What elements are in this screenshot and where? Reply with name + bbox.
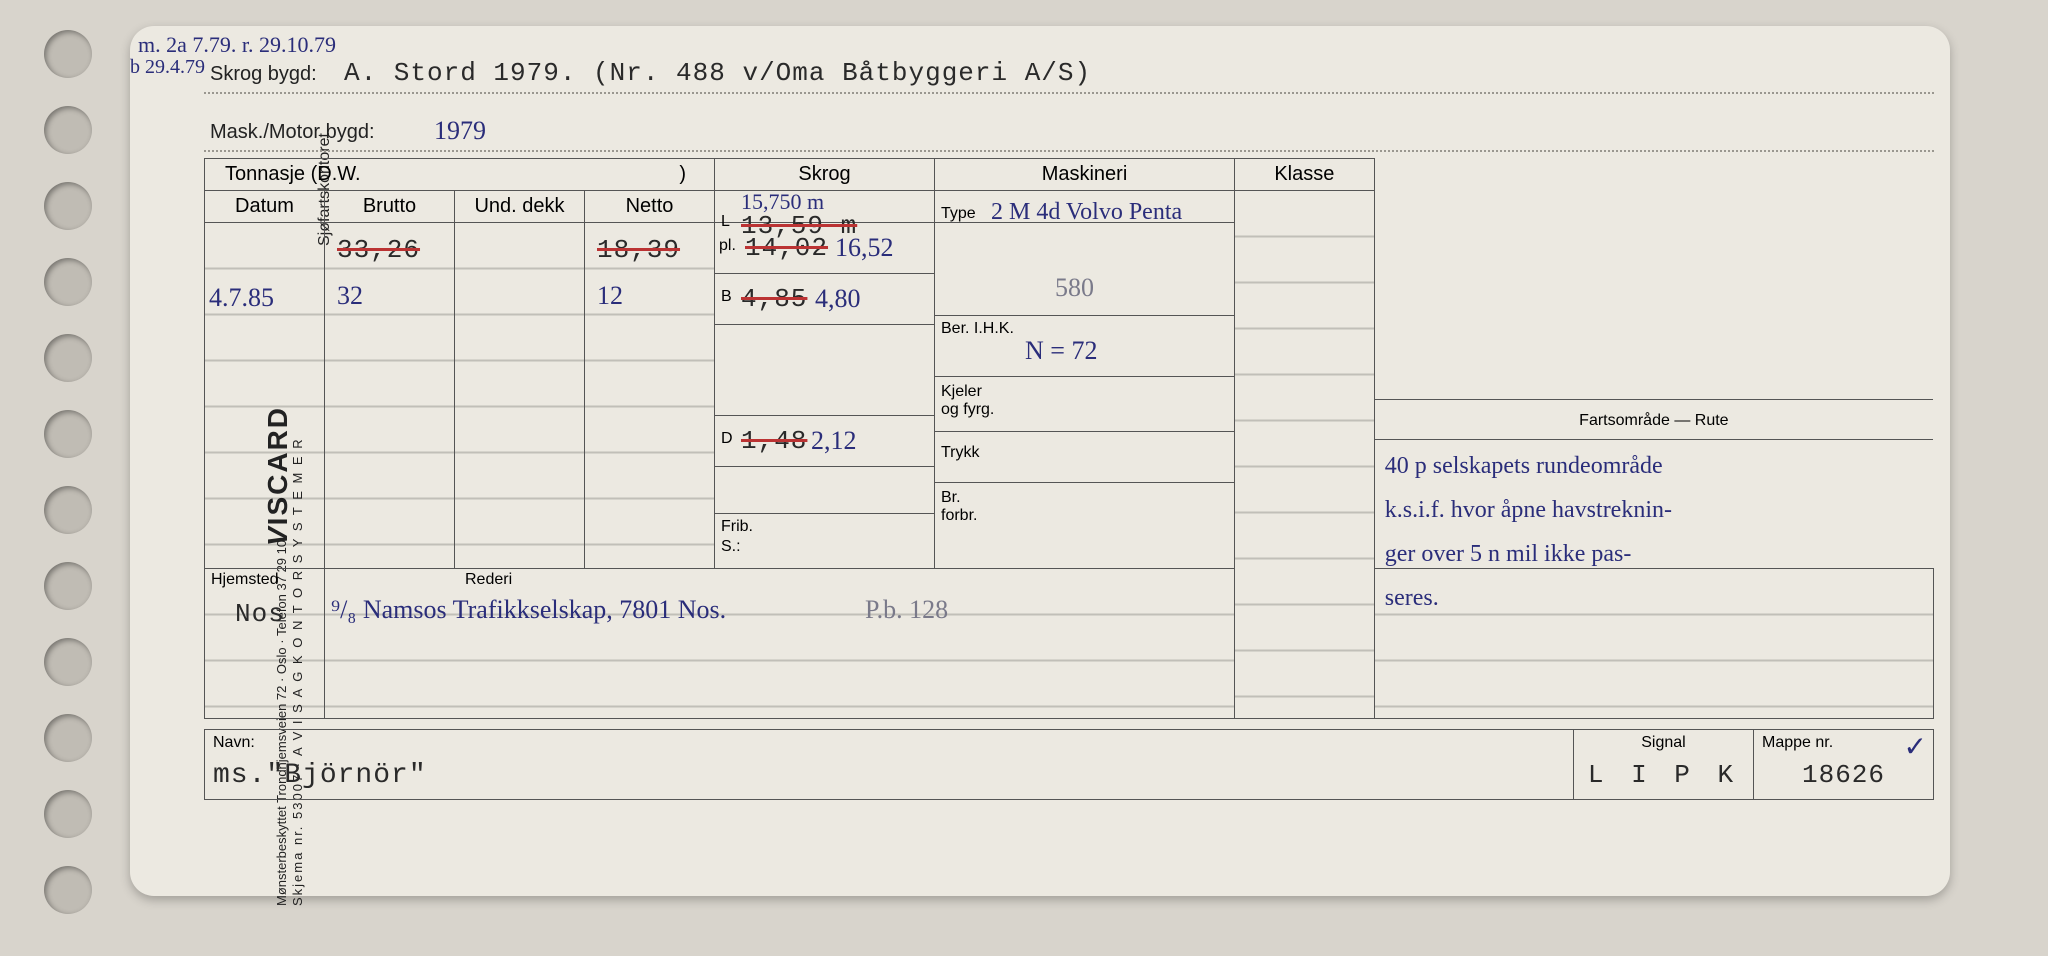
footer-grid: Navn: ms."Björnör" Signal L I P K Mappe … — [204, 729, 1934, 800]
cell-mappe: Mappe nr. ✓ 18626 — [1754, 730, 1934, 800]
label-B: B — [721, 288, 732, 306]
col-brutto: 33,26 32 — [325, 223, 455, 569]
hdr-tonnasje-close: ) — [679, 163, 706, 186]
label-hjemsted: Hjemsted — [211, 571, 279, 589]
label-frib: Frib. — [721, 518, 753, 536]
brutto-2: 32 — [337, 281, 363, 311]
pl-new: 16,52 — [835, 233, 894, 263]
value-rederi-extra: P.b. 128 — [865, 595, 948, 625]
label-kjeler: Kjeler og fyrg. — [941, 383, 994, 419]
label-trykk: Trykk — [941, 444, 980, 462]
label-skrog-bygd: Skrog bygd: — [210, 63, 317, 86]
check-mark: ✓ — [1904, 730, 1927, 764]
hdr-maskineri: Maskineri — [935, 159, 1235, 191]
cell-rederi: Rederi ⁹/₈ Namsos Trafikkselskap, 7801 N… — [325, 569, 1235, 719]
klasse-cell — [1235, 191, 1375, 719]
label-rederi: Rederi — [465, 571, 512, 589]
hdr-tonnasje: Tonnasje (D.W. — [225, 163, 361, 185]
cell-signal: Signal L I P K — [1574, 730, 1754, 800]
col-netto: 18,39 12 — [585, 223, 715, 569]
main-grid: Tonnasje (D.W. ) Skrog Maskineri Klasse … — [204, 158, 1934, 719]
farts-line3: ger over 5 n mil ikke pas- — [1385, 532, 1923, 576]
netto-1: 18,39 — [597, 235, 680, 265]
label-type: Type — [941, 205, 976, 223]
annotation-top2: b 29.4.79 — [130, 56, 205, 79]
label-br: Br. forbr. — [941, 489, 977, 525]
index-card: m. 2a 7.79. r. 29.10.79 b 29.4.79 Sjøfar… — [130, 26, 1950, 896]
netto-2: 12 — [597, 281, 623, 311]
value-skrog-bygd: A. Stord 1979. (Nr. 488 v/Oma Båtbyggeri… — [344, 58, 1091, 88]
label-D: D — [721, 430, 733, 448]
datum-2: 4.7.85 — [209, 283, 274, 313]
label-farts: Fartsområde — Rute — [1579, 412, 1728, 429]
maskineri-subcells: 580 Ber. I.H.K. N = 72 Kjeler og fyrg. T… — [935, 223, 1235, 569]
hdr-skrog: Skrog — [715, 159, 935, 191]
val-580: 580 — [1055, 273, 1094, 303]
value-mappe: 18626 — [1754, 760, 1933, 790]
punch-holes — [44, 30, 92, 942]
value-signal: L I P K — [1574, 760, 1753, 790]
value-motor-bygd: 1979 — [434, 116, 486, 146]
label-pl: pl. — [719, 237, 736, 255]
hdr-brutto: Brutto — [325, 191, 455, 223]
label-navn: Navn: — [213, 734, 255, 752]
value-hjemsted: Nos — [235, 599, 285, 629]
cell-hjemsted: Hjemsted Nos — [205, 569, 325, 719]
skrog-subcells: pl. 14,02 16,52 B 4,85 4,80 D 1,48 2,12 — [715, 223, 935, 569]
label-ber: Ber. I.H.K. — [941, 320, 1014, 338]
cell-navn: Navn: ms."Björnör" — [205, 730, 1574, 800]
B-new: 4,80 — [815, 284, 861, 314]
farts-line2: k.s.i.f. hvor åpne havstreknin- — [1385, 488, 1923, 532]
hdr-datum: Datum — [205, 191, 325, 223]
cell-fartsomrade: Fartsområde — Rute 40 p selskapets runde… — [1374, 569, 1933, 719]
value-navn: ms."Björnör" — [213, 760, 427, 791]
hdr-und-dekk: Und. dekk — [455, 191, 585, 223]
hdr-netto: Netto — [585, 191, 715, 223]
hdr-klasse: Klasse — [1235, 159, 1375, 191]
col-und — [455, 223, 585, 569]
row-motor-bygd: Mask./Motor bygd: 1979 — [204, 94, 1934, 152]
pl-old: 14,02 — [745, 233, 828, 263]
D-new: 2,12 — [811, 426, 857, 456]
value-type: 2 M 4d Volvo Penta — [991, 199, 1182, 226]
label-motor-bygd: Mask./Motor bygd: — [210, 121, 375, 144]
B-old: 4,85 — [741, 284, 807, 314]
col-datum: 4.7.85 — [205, 223, 325, 569]
label-S: S.: — [721, 538, 741, 556]
farts-line1: 40 p selskapets rundeområde — [1385, 444, 1923, 488]
row-skrog-bygd: Skrog bygd: A. Stord 1979. (Nr. 488 v/Om… — [204, 36, 1934, 94]
label-mappe: Mappe nr. — [1762, 734, 1833, 752]
D-old: 1,48 — [741, 426, 807, 456]
value-rederi: ⁹/₈ Namsos Trafikkselskap, 7801 Nos. — [331, 595, 726, 625]
value-ber: N = 72 — [1025, 336, 1097, 366]
brutto-1: 33,26 — [337, 235, 420, 265]
farts-line4: seres. — [1385, 576, 1923, 620]
label-signal: Signal — [1574, 734, 1753, 752]
